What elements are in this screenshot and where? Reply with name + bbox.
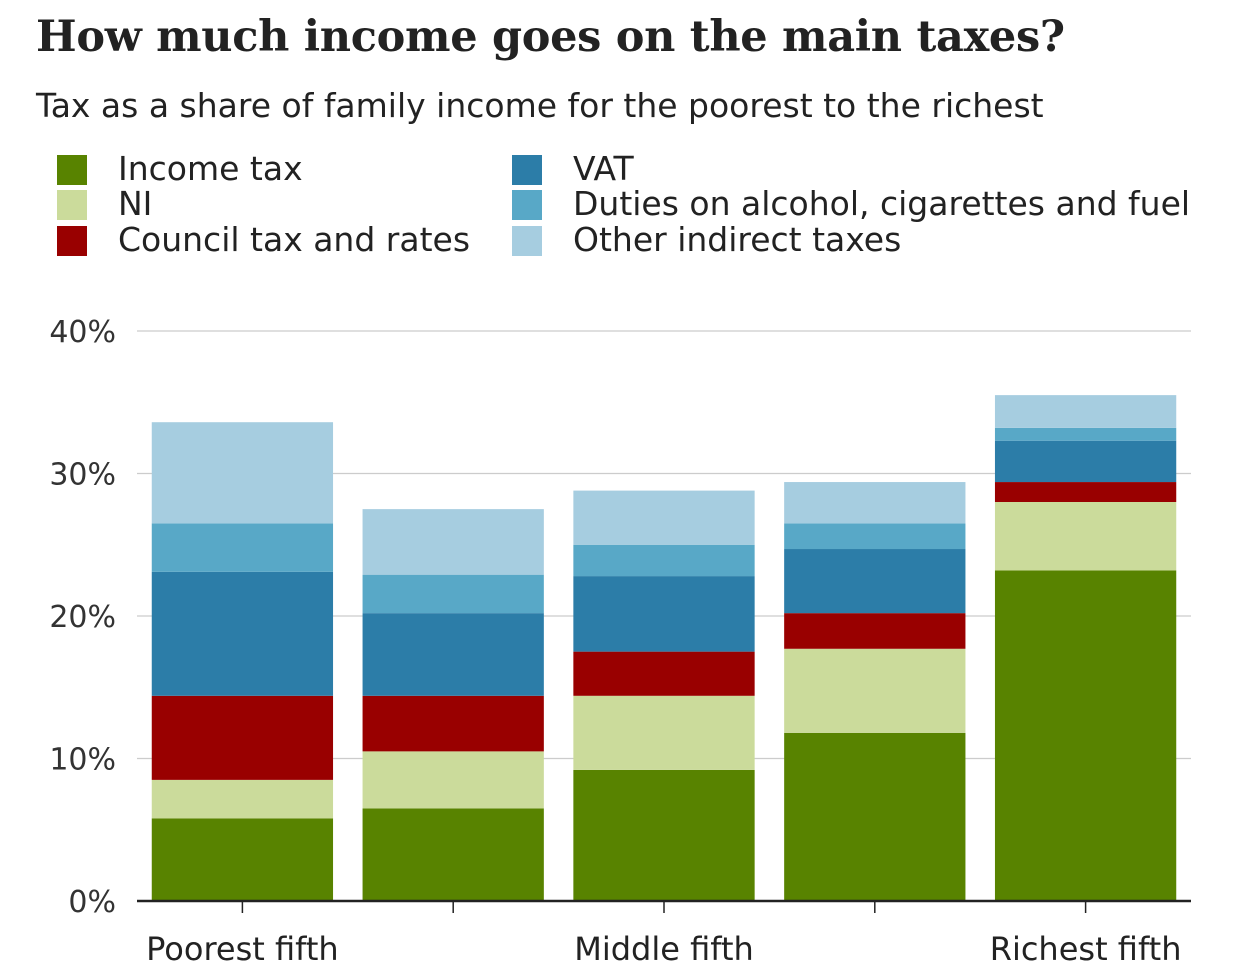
legend-label-vat: VAT — [573, 149, 634, 188]
bar-segment — [784, 732, 966, 901]
legend-swatch-other-indirect — [512, 226, 542, 256]
bar-segment — [151, 818, 334, 901]
bar-segment — [151, 422, 334, 524]
bar-segment — [573, 769, 755, 901]
bar-segment — [362, 509, 544, 575]
bar-segment — [362, 574, 544, 614]
bar-segment — [573, 544, 755, 577]
legend-label-income-tax: Income tax — [118, 149, 303, 188]
y-tick-label: 20% — [49, 600, 116, 635]
bar-segment — [994, 570, 1177, 901]
bar-segment — [784, 482, 966, 524]
bar-segment — [784, 613, 966, 649]
legend-label-other-indirect: Other indirect taxes — [573, 220, 902, 259]
bar-segment — [151, 695, 334, 780]
x-tick-label: Poorest fifth — [146, 930, 339, 966]
bar-segment — [784, 549, 966, 614]
legend-label-ni: NI — [118, 184, 153, 223]
legend-label-duties: Duties on alcohol, cigarettes and fuel — [573, 184, 1191, 223]
legend-swatch-ni — [57, 190, 87, 220]
bar-segment — [151, 571, 334, 696]
bar-segment — [784, 648, 966, 733]
y-axis-ticks: 0% 10% 20% 30% 40% — [49, 315, 116, 920]
legend-swatch-council-tax — [57, 226, 87, 256]
bar-segment — [573, 490, 755, 545]
bar-segment — [994, 395, 1177, 428]
y-tick-label: 0% — [68, 885, 116, 920]
legend-label-council-tax: Council tax and rates — [118, 220, 471, 259]
bar-segment — [362, 751, 544, 809]
bar-segment — [151, 523, 334, 572]
chart-title: How much income goes on the main taxes? — [36, 12, 1065, 62]
bar-segment — [573, 695, 755, 770]
bar-segment — [994, 440, 1177, 483]
y-tick-label: 40% — [49, 315, 116, 350]
bar-segment — [362, 613, 544, 696]
bar-segment — [994, 427, 1177, 441]
legend-swatch-duties — [512, 190, 542, 220]
bar-segment — [994, 502, 1177, 571]
bar-segment — [573, 576, 755, 652]
bar-segment — [151, 779, 334, 819]
legend-swatch-vat — [512, 155, 542, 185]
bars — [151, 395, 1177, 901]
x-tick-label: Richest fifth — [990, 930, 1182, 966]
bar-segment — [994, 482, 1177, 502]
x-axis-ticks: Poorest fifth Middle fifth Richest fifth — [146, 901, 1181, 966]
y-tick-label: 10% — [49, 743, 116, 778]
x-tick-label: Middle fifth — [574, 930, 754, 966]
bar-segment — [573, 651, 755, 696]
bar-segment — [784, 523, 966, 550]
legend-swatch-income-tax — [57, 155, 87, 185]
chart-subtitle: Tax as a share of family income for the … — [36, 86, 1044, 125]
y-tick-label: 30% — [49, 458, 116, 493]
bar-segment — [362, 808, 544, 901]
bar-segment — [362, 695, 544, 752]
